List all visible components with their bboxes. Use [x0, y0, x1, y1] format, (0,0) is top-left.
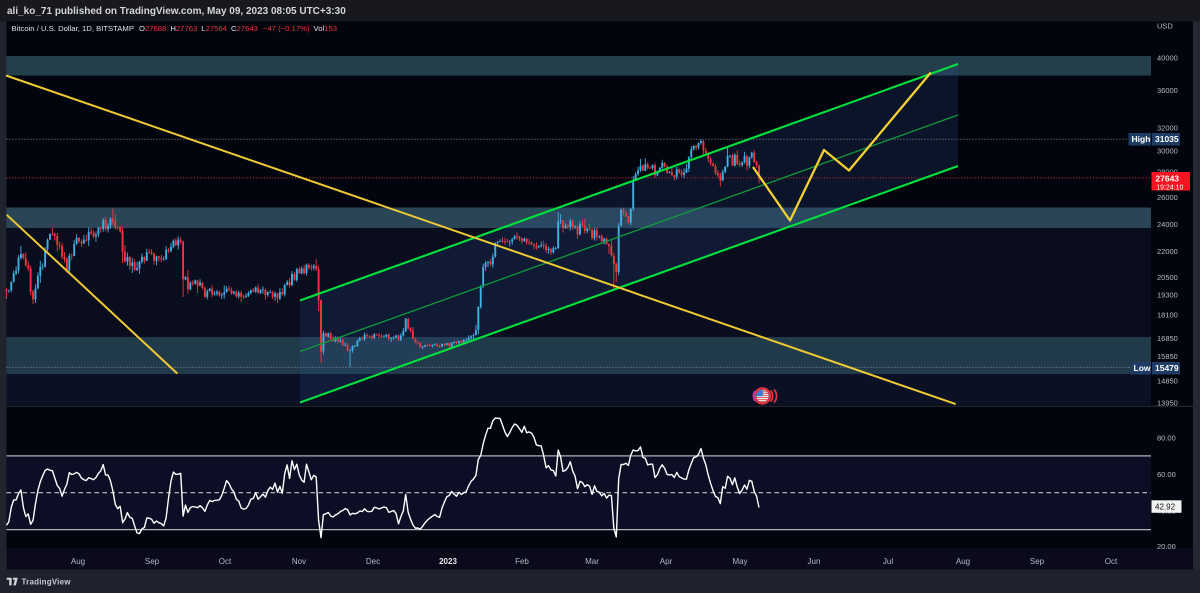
svg-text:22000: 22000 — [1157, 247, 1178, 256]
svg-text:32000: 32000 — [1157, 124, 1178, 133]
svg-text:Low: Low — [1134, 363, 1151, 373]
svg-text:26000: 26000 — [1157, 193, 1178, 202]
svg-text:19300: 19300 — [1157, 291, 1178, 300]
svg-text:Nov: Nov — [292, 557, 306, 566]
svg-text:20.00: 20.00 — [1157, 542, 1176, 551]
svg-text:May: May — [732, 557, 747, 566]
svg-text:2023: 2023 — [439, 557, 457, 566]
svg-text:Sep: Sep — [1030, 557, 1045, 566]
svg-text:13950: 13950 — [1157, 398, 1178, 407]
svg-text:Apr: Apr — [660, 557, 673, 566]
svg-text:Oct: Oct — [219, 557, 232, 566]
svg-text:14850: 14850 — [1157, 377, 1178, 386]
svg-text:Dec: Dec — [366, 557, 380, 566]
svg-text:36000: 36000 — [1157, 86, 1178, 95]
svg-text:42.92: 42.92 — [1155, 502, 1176, 511]
svg-text:15479: 15479 — [1155, 363, 1179, 373]
svg-text:Sep: Sep — [145, 557, 160, 566]
svg-text:ali_ko_71 published on Trading: ali_ko_71 published on TradingView.com, … — [7, 6, 346, 17]
svg-text:Mar: Mar — [585, 557, 599, 566]
svg-text:60.00: 60.00 — [1157, 470, 1176, 479]
svg-text:19:24:10: 19:24:10 — [1156, 184, 1183, 191]
svg-text:18100: 18100 — [1157, 311, 1178, 320]
svg-text:Aug: Aug — [956, 557, 970, 566]
svg-text:TradingView: TradingView — [22, 577, 72, 586]
svg-text:Aug: Aug — [71, 557, 85, 566]
svg-text:40000: 40000 — [1157, 54, 1178, 63]
svg-text:27643: 27643 — [1155, 174, 1179, 184]
svg-text:31035: 31035 — [1155, 134, 1179, 144]
svg-text:USD: USD — [1157, 21, 1173, 30]
svg-text:Jun: Jun — [808, 557, 821, 566]
svg-text:Jul: Jul — [883, 557, 893, 566]
svg-text:16850: 16850 — [1157, 334, 1178, 343]
svg-text:Oct: Oct — [1105, 557, 1118, 566]
svg-text:Feb: Feb — [515, 557, 529, 566]
svg-text:Bitcoin / U.S. Dollar, 1D, BIT: Bitcoin / U.S. Dollar, 1D, BITSTAMP O276… — [12, 24, 338, 33]
svg-text:30000: 30000 — [1157, 146, 1178, 155]
svg-text:80.00: 80.00 — [1157, 434, 1176, 443]
svg-text:20500: 20500 — [1157, 273, 1178, 282]
svg-text:High: High — [1132, 134, 1151, 144]
svg-text:24000: 24000 — [1157, 220, 1178, 229]
svg-text:15850: 15850 — [1157, 352, 1178, 361]
